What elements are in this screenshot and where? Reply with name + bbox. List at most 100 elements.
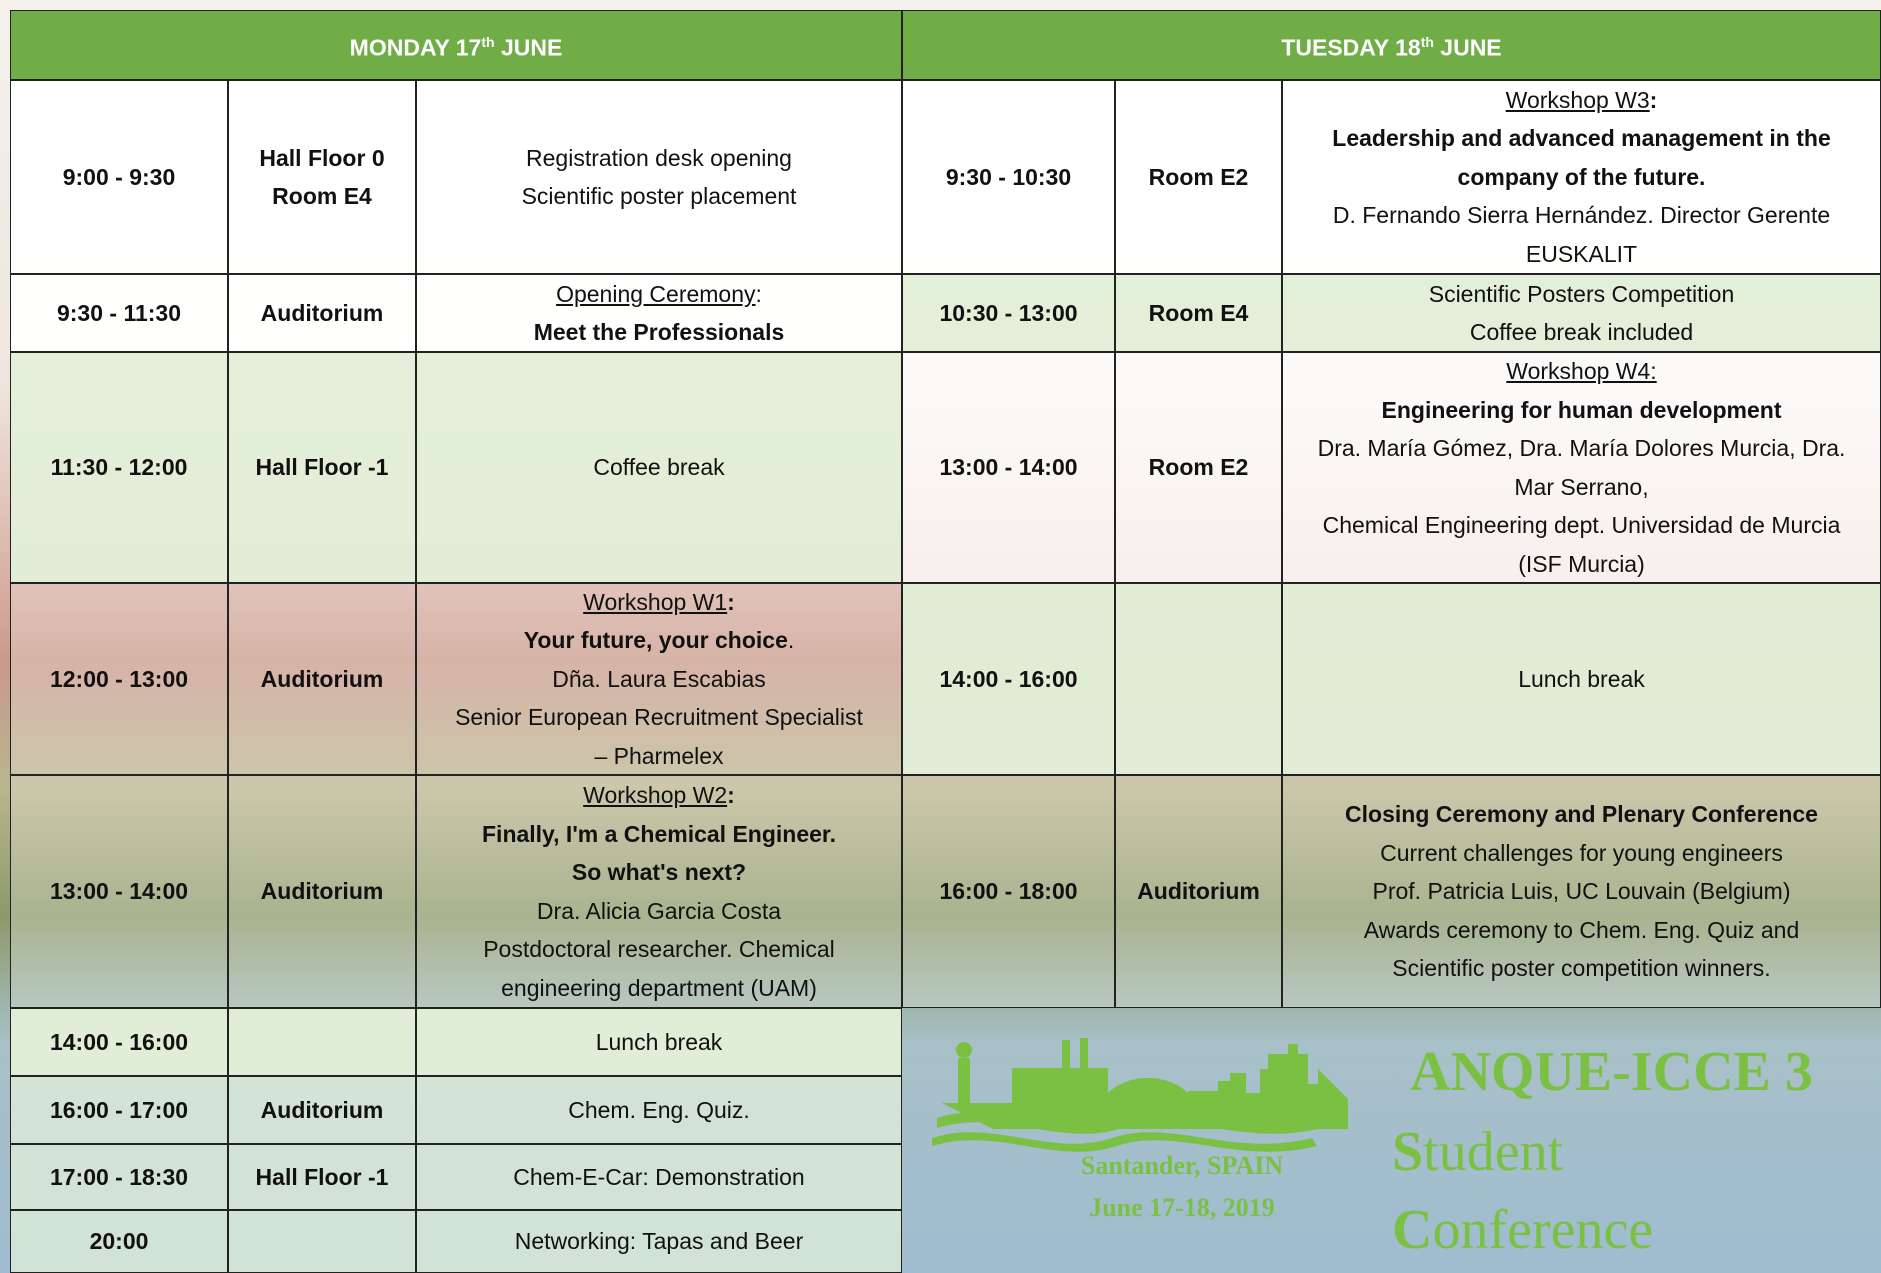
activity-line: – Pharmelex <box>594 737 723 776</box>
activity-line: Workshop W4: <box>1506 352 1656 391</box>
activity-text: Chemical Engineering dept. Universidad d… <box>1322 512 1841 538</box>
activity-text: Chem-E-Car: Demonstration <box>513 1163 805 1190</box>
activity-line: Opening Ceremony: <box>556 275 762 314</box>
time: 16:00 - 17:00 <box>49 1096 189 1123</box>
activity-line: Scientific Posters Competition <box>1429 275 1735 314</box>
activity-line: Scientific poster placement <box>522 177 797 216</box>
activity-cell: Networking: Tapas and Beer <box>416 1210 902 1273</box>
time: 9:00 - 9:30 <box>62 163 176 190</box>
day-title: TUESDAY 18th JUNE <box>1281 23 1501 67</box>
day-text: TUESDAY 18 <box>1281 34 1421 61</box>
activity-text: Closing Ceremony and Plenary Conference <box>1345 801 1818 828</box>
time-cell: 17:00 - 18:30 <box>10 1144 228 1210</box>
activity-line: Closing Ceremony and Plenary Conference <box>1345 795 1818 834</box>
activity-text: Finally, I'm a Chemical Engineer. <box>482 820 836 847</box>
activity-line: Current challenges for young engineers <box>1380 834 1783 873</box>
activity-text: company of the future. <box>1457 163 1706 190</box>
activity-text: Lunch break <box>595 1028 723 1055</box>
activity-text: : <box>755 280 762 307</box>
room: Auditorium <box>1137 878 1260 905</box>
activity-text: Workshop W2 <box>583 782 728 808</box>
room: Hall Floor 0 <box>259 144 385 171</box>
month-text: JUNE <box>500 34 563 61</box>
activity-line: D. Fernando Sierra Hernández. Director G… <box>1333 196 1830 235</box>
activity-text: EUSKALIT <box>1525 240 1638 267</box>
day-ordinal: th <box>1420 33 1434 50</box>
activity-cell: Scientific Posters Competition Coffee bre… <box>1282 274 1881 352</box>
room: Room E2 <box>1148 454 1249 481</box>
time-cell: 11:30 - 12:00 <box>10 352 228 583</box>
activity-text: Prof. Patricia Luis, UC Louvain (Belgium… <box>1372 878 1791 905</box>
activity-cell: Opening Ceremony: Meet the Professionals <box>416 274 902 352</box>
activity-line: Finally, I'm a Chemical Engineer. <box>482 815 836 854</box>
room-cell: Hall Floor 0 Room E4 <box>228 80 416 274</box>
activity-text: Workshop W4: <box>1506 358 1657 384</box>
activity-line: EUSKALIT <box>1526 235 1637 274</box>
time: 9:30 - 10:30 <box>945 163 1072 190</box>
day-header: TUESDAY 18th JUNE <box>902 10 1881 80</box>
activity-line: Chemical Engineering dept. Universidad d… <box>1323 506 1841 545</box>
activity-line: Lunch break <box>596 1023 723 1062</box>
time: 20:00 <box>89 1228 149 1255</box>
room-cell <box>228 1008 416 1076</box>
time-cell: 16:00 - 17:00 <box>10 1076 228 1144</box>
activity-text: Coffee break included <box>1469 319 1694 345</box>
activity-text: Workshop W3 <box>1505 86 1650 113</box>
room-cell <box>228 1210 416 1273</box>
activity-text: Your future, your choice <box>523 627 788 654</box>
activity-text: Scientific Posters Competition <box>1428 280 1735 307</box>
room-cell: Auditorium <box>228 583 416 775</box>
activity-line: Dra. Alicia Garcia Costa <box>537 892 781 931</box>
activity-text: Senior European Recruitment Specialist <box>455 704 863 731</box>
activity-text: : <box>727 588 735 615</box>
room: Auditorium <box>260 878 384 905</box>
activity-text: Engineering for human development <box>1381 396 1782 423</box>
activity-text: . <box>787 627 795 654</box>
activity-text: So what's next? <box>571 859 747 885</box>
activity-text: Scientific poster placement <box>521 183 797 209</box>
activity-cell: Workshop W3: Leadership and advanced mana… <box>1282 80 1881 274</box>
logo-word: onference <box>1432 1199 1653 1261</box>
activity-text: : <box>1649 86 1658 113</box>
time-cell: 12:00 - 13:00 <box>10 583 228 775</box>
activity-line: Dña. Laura Escabias <box>552 660 766 699</box>
activity-line: Meet the Professionals <box>534 313 785 352</box>
activity-line: Your future, your choice. <box>524 621 795 660</box>
room-cell: Auditorium <box>228 274 416 352</box>
time: 14:00 - 16:00 <box>939 665 1078 692</box>
activity-text: Dña. Laura Escabias <box>552 665 766 692</box>
activity-line: Chem. Eng. Quiz. <box>568 1091 750 1130</box>
activity-line: Networking: Tapas and Beer <box>515 1222 804 1261</box>
logo-subtitle: Conference <box>1392 1199 1653 1261</box>
room-cell: Auditorium <box>1115 775 1282 1008</box>
activity-cell: Coffee break <box>416 352 902 583</box>
logo-location: Santander, SPAIN <box>1081 1151 1283 1180</box>
room: Room E4 <box>1148 299 1249 326</box>
logo-dates: June 17-18, 2019 <box>1089 1193 1275 1222</box>
activity-line: Coffee break <box>593 448 724 487</box>
room: Auditorium <box>260 665 384 692</box>
activity-text: Opening Ceremony <box>556 280 756 307</box>
activity-cell: Workshop W1: Your future, your choice. Dña… <box>416 583 902 775</box>
logo-initial: C <box>1392 1199 1432 1261</box>
activity-line: Workshop W3: <box>1506 81 1658 120</box>
activity-text: : <box>727 782 735 808</box>
activity-cell: Lunch break <box>416 1008 902 1076</box>
activity-text: Workshop W1 <box>583 588 728 615</box>
activity-cell: Chem. Eng. Quiz. <box>416 1076 902 1144</box>
time: 14:00 - 16:00 <box>49 1028 189 1055</box>
activity-line: So what's next? <box>572 853 746 892</box>
activity-text: Networking: Tapas and Beer <box>514 1228 804 1255</box>
activity-text: Lunch break <box>1518 665 1645 692</box>
day-title: MONDAY 17th JUNE <box>350 23 563 67</box>
day-text: MONDAY 17 <box>349 34 482 61</box>
activity-line: Workshop W1: <box>583 583 735 622</box>
room-cell: Auditorium <box>228 775 416 1008</box>
activity-line: engineering department (UAM) <box>501 969 817 1008</box>
room-cell: Auditorium <box>228 1076 416 1144</box>
activity-text: Dra. Alicia Garcia Costa <box>536 897 782 924</box>
activity-text: D. Fernando Sierra Hernández. Director G… <box>1332 202 1831 229</box>
logo-title: ANQUE-ICCE 3 <box>1410 1041 1813 1103</box>
activity-line: Dra. María Gómez, Dra. María Dolores Mur… <box>1318 429 1846 468</box>
activity-line: Scientific poster competition winners. <box>1392 949 1770 988</box>
